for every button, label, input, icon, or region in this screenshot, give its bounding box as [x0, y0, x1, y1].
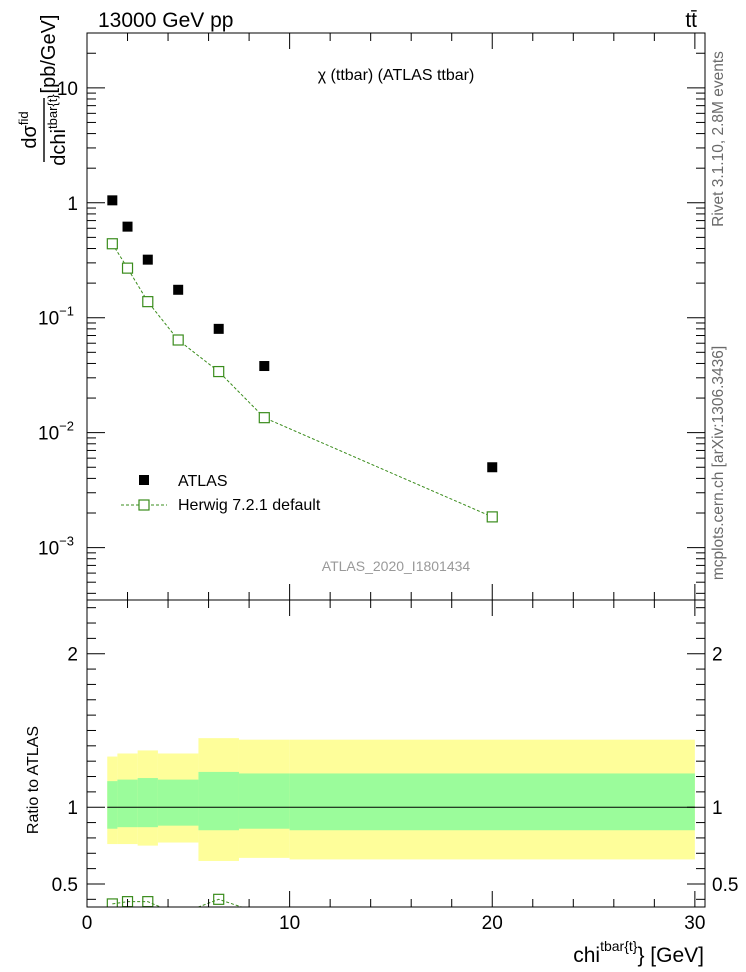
y-label-den-d: dchi [48, 129, 70, 166]
atlas-series [107, 195, 498, 473]
svg-text:dchitbar{t}: dchitbar{t} [45, 94, 70, 166]
legend-herwig-label: Herwig 7.2.1 default [178, 497, 321, 514]
main-y-axis-label: dσfid dchitbar{t} [pb/GeV] [16, 15, 70, 166]
legend: ATLAS Herwig 7.2.1 default [121, 473, 321, 514]
process-label: tt̄ [685, 9, 697, 32]
band-inner-0 [107, 781, 118, 829]
legend-atlas-label: ATLAS [178, 473, 228, 490]
x-tick-label: 30 [684, 913, 705, 934]
y-tick-label: 1 [67, 194, 78, 215]
ratio-frame [86, 599, 706, 908]
herwig-point-3 [172, 334, 184, 346]
legend-herwig-marker [138, 499, 150, 511]
main-panel: χ (ttbar) (ATLAS ttbar) ATLAS_2020_I1801… [16, 15, 706, 601]
x-label-base: chi [573, 944, 600, 967]
ratio-line [112, 898, 244, 907]
y-tick-label: 10 [57, 79, 78, 100]
herwig-line [111, 243, 493, 518]
y-label-den-sup: tbar{t} [45, 94, 60, 129]
herwig-point-2 [142, 296, 154, 308]
herwig-point-5 [258, 412, 270, 424]
x-label-sup: tbar{t} [600, 938, 638, 954]
x-tick-label: 0 [82, 913, 93, 934]
band-inner-1 [117, 779, 138, 828]
y-tick-label: 10−3 [38, 534, 74, 560]
atlas-point-1 [122, 221, 133, 232]
ratio-y-tick-label-left: 0.5 [52, 875, 78, 896]
ratio-y-tick-label-right: 2 [712, 645, 723, 666]
herwig-series [106, 238, 498, 523]
x-tick-label: 10 [279, 913, 300, 934]
atlas-point-2 [142, 254, 153, 265]
atlas-point-3 [173, 284, 184, 295]
y-tick-base: 10 [57, 79, 78, 100]
ratio-panel: Ratio to ATLAS chitbar{t}} [GeV] 0 10 20 30… [25, 599, 738, 967]
atlas-point-4 [213, 323, 224, 334]
y-tick-base: 10 [38, 424, 59, 445]
ratio-point-0 [106, 898, 118, 907]
rivet-label: Rivet 3.1.10, 2.8M events [710, 51, 727, 227]
herwig-point-0 [106, 238, 118, 250]
analysis-watermark: ATLAS_2020_I1801434 [322, 558, 471, 574]
y-label-num-sigma: σ [19, 124, 41, 137]
y-label-num-sup: fid [16, 111, 31, 125]
svg-text:dσfid: dσfid [16, 111, 41, 148]
y-tick-exp: −2 [59, 419, 74, 434]
uncertainty-bands [107, 738, 695, 861]
mcplots-label: mcplots.cern.ch [arXiv:1306.3436] [710, 346, 727, 580]
y-label-unit: [pb/GeV] [38, 15, 60, 94]
y-tick-exp: −1 [59, 304, 74, 319]
band-inner-4 [198, 771, 239, 831]
legend-atlas-marker [139, 475, 149, 485]
atlas-point-5 [259, 361, 270, 372]
x-label-rest: } [GeV] [637, 944, 704, 967]
band-inner-3 [157, 779, 199, 826]
y-tick-base: 10 [38, 309, 59, 330]
energy-label: 13000 GeV pp [98, 9, 233, 32]
ratio-y-tick-label-left: 2 [67, 645, 78, 666]
band-inner-6 [289, 773, 695, 831]
ratio-y-tick-label-right: 1 [712, 798, 723, 819]
ratio-point-3 [173, 910, 183, 920]
herwig-point-6 [486, 511, 498, 523]
y-tick-label: 10−1 [38, 304, 74, 330]
x-tick-label: 20 [482, 913, 503, 934]
ratio-y-axis-label: Ratio to ATLAS [25, 726, 42, 834]
atlas-point-0 [107, 195, 118, 206]
y-tick-base: 10 [38, 539, 59, 560]
band-inner-5 [238, 773, 290, 829]
plot-title: χ (ttbar) (ATLAS ttbar) [318, 67, 475, 84]
band-inner-2 [137, 778, 158, 828]
ratio-point-4 [213, 893, 225, 905]
y-tick-base: 1 [67, 194, 78, 215]
herwig-point-1 [121, 262, 134, 274]
x-axis-label: chitbar{t}} [GeV] [573, 938, 704, 967]
ratio-y-tick-label-left: 1 [67, 798, 78, 819]
y-tick-exp: −3 [59, 534, 74, 549]
herwig-point-4 [213, 365, 225, 378]
ratio-y-tick-label-right: 0.5 [712, 875, 738, 896]
ratio-point-5 [259, 910, 269, 920]
main-frame [86, 32, 706, 601]
atlas-point-6 [487, 462, 498, 473]
y-label-num-d: d [19, 137, 41, 148]
y-tick-label: 10−2 [38, 419, 74, 445]
